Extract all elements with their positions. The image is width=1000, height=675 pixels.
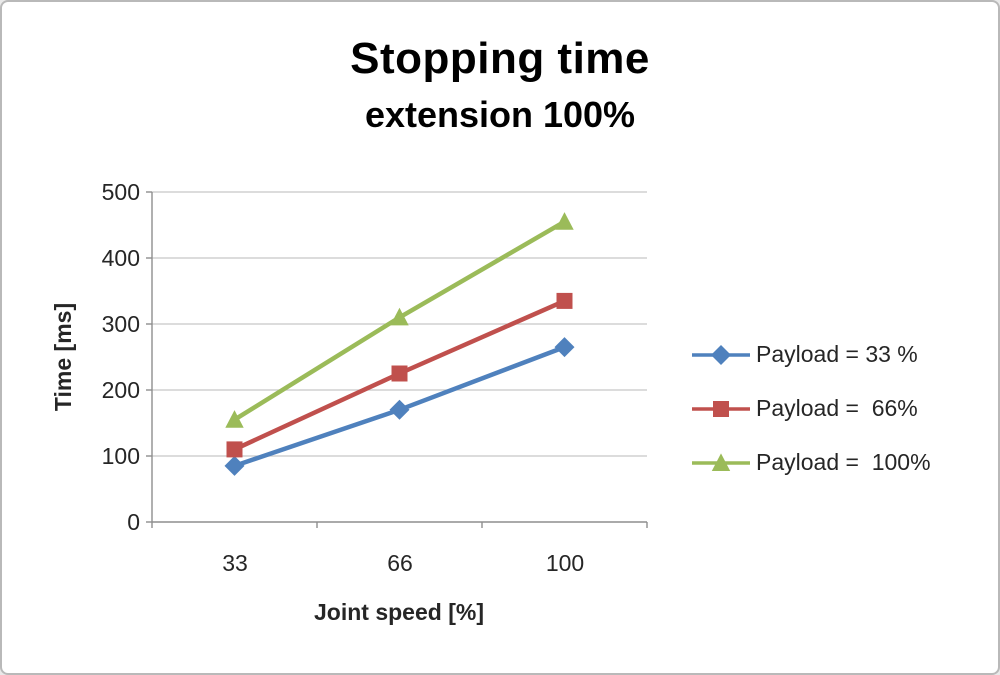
y-tick-label: 500	[101, 179, 140, 205]
y-axis-title: Time [ms]	[50, 302, 76, 412]
x-axis-title: Joint speed [%]	[314, 599, 484, 625]
x-category-label: 66	[387, 550, 413, 576]
y-tick-label: 100	[101, 443, 140, 469]
legend-item-payload-33: Payload = 33 %	[690, 336, 931, 373]
legend-label: Payload = 66%	[756, 395, 918, 421]
legend-item-payload-100: Payload = 100%	[690, 444, 931, 481]
legend-marker-square-icon	[692, 400, 750, 417]
chart-subtitle: extension 100%	[364, 94, 636, 135]
y-tick-label: 400	[101, 245, 140, 271]
legend-item-payload-66: Payload = 66%	[690, 390, 931, 427]
y-tick-label: 0	[127, 509, 140, 535]
x-category-label: 33	[222, 550, 248, 576]
legend-label: Payload = 100%	[756, 449, 931, 475]
y-tick-label: 300	[101, 311, 140, 337]
chart-title: Stopping time	[350, 34, 650, 83]
x-category-label: 100	[545, 550, 585, 576]
legend-label: Payload = 33 %	[756, 341, 918, 367]
y-tick-label: 200	[101, 377, 140, 403]
legend-marker-diamond-icon	[692, 344, 750, 365]
legend: Payload = 33 % Payload = 66% Payload = 1…	[690, 336, 931, 481]
legend-marker-triangle-icon	[692, 452, 750, 471]
